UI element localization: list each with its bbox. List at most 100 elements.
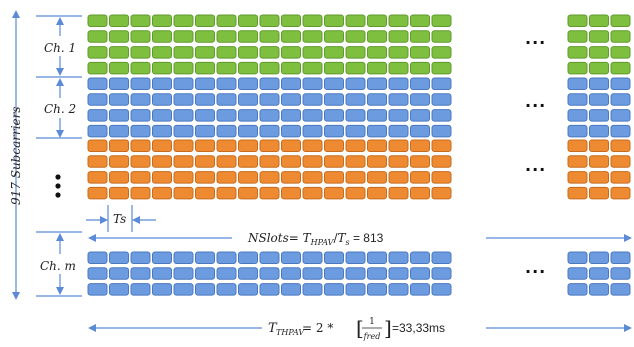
cell-ch1-left-r1-c12 <box>324 14 344 27</box>
cell-ch1-right-r4-c1 <box>567 61 588 75</box>
cell-ch1-left-r3-c7 <box>216 46 237 59</box>
cell-ch3-left-r1-c9 <box>259 139 280 152</box>
cell-ch2-left-r3-c3 <box>130 109 151 122</box>
cell-ch1-left-r4-c13 <box>345 61 366 75</box>
cell-ch3-left-r2-c10 <box>281 155 301 168</box>
cell-ch3-left-r4-c8 <box>238 186 258 200</box>
cell-chm-left-r1-c15 <box>388 251 409 264</box>
cell-ch2-right-r1-c3 <box>610 77 631 90</box>
cell-chm-left-r1-c13 <box>345 251 366 264</box>
cell-ch2-left-r4-c14 <box>367 124 387 138</box>
cell-ch2-left-r1-c14 <box>367 77 387 90</box>
cell-ch2-right-r2-c2 <box>589 93 609 106</box>
cell-ch3-left-r2-c16 <box>410 155 430 168</box>
cell-ch3-left-r4-c5 <box>173 186 194 200</box>
cell-ch2-left-r3-c15 <box>388 109 409 122</box>
cell-ch3-right-r3-c2 <box>589 171 609 184</box>
chm-arrow-up-icon <box>56 233 64 241</box>
cell-ch3-left-r1-c14 <box>367 139 387 152</box>
cell-ch3-left-r2-c5 <box>173 155 194 168</box>
cell-ch3-left-r3-c9 <box>259 171 280 184</box>
cell-chm-right-r2-c1 <box>567 267 588 280</box>
cell-ch3-left-r1-c11 <box>302 139 323 152</box>
cell-ch1-left-r3-c4 <box>152 46 172 59</box>
cell-ch2-left-r4-c6 <box>195 124 215 138</box>
cell-ch3-left-r2-c6 <box>195 155 215 168</box>
cell-ch1-left-r3-c11 <box>302 46 323 59</box>
cell-ch3-left-r4-c2 <box>109 186 129 200</box>
cell-ch1-left-r4-c15 <box>388 61 409 75</box>
cell-chm-left-r1-c11 <box>302 251 323 264</box>
cell-ch3-left-r2-c17 <box>431 155 452 168</box>
cell-ch2-right-r1-c1 <box>567 77 588 90</box>
ch1-label: Ch. 1 <box>44 41 76 55</box>
cell-chm-right-r1-c2 <box>589 251 609 264</box>
cell-chm-left-r3-c17 <box>431 283 452 296</box>
cell-chm-left-r1-c3 <box>130 251 151 264</box>
cell-ch3-right-r4-c2 <box>589 186 609 200</box>
cell-ch2-right-r1-c2 <box>589 77 609 90</box>
cell-ch3-left-r4-c11 <box>302 186 323 200</box>
cell-ch1-left-r4-c14 <box>367 61 387 75</box>
cell-ch2-left-r2-c8 <box>238 93 258 106</box>
cell-ch1-left-r3-c14 <box>367 46 387 59</box>
cell-chm-right-r2-c3 <box>610 267 631 280</box>
cell-ch1-left-r1-c3 <box>130 14 151 27</box>
cell-ch3-left-r4-c15 <box>388 186 409 200</box>
cell-ch3-right-r4-c1 <box>567 186 588 200</box>
svg-text:T: T <box>268 321 278 336</box>
cell-ch3-left-r2-c8 <box>238 155 258 168</box>
ts-label: Ts <box>113 212 126 226</box>
cell-ch2-right-r4-c3 <box>610 124 631 138</box>
cell-ch3-right-r2-c2 <box>589 155 609 168</box>
cell-ch1-left-r3-c17 <box>431 46 452 59</box>
channel-3-block <box>87 139 631 200</box>
cell-ch2-left-r3-c12 <box>324 109 344 122</box>
cell-ch2-left-r2-c3 <box>130 93 151 106</box>
cell-chm-left-r2-c15 <box>388 267 409 280</box>
cell-ch2-left-r4-c13 <box>345 124 366 138</box>
cell-ch2-left-r3-c10 <box>281 109 301 122</box>
cell-ch2-left-r4-c15 <box>388 124 409 138</box>
cell-chm-left-r1-c7 <box>216 251 237 264</box>
cell-ch2-left-r4-c11 <box>302 124 323 138</box>
cell-ch1-left-r3-c5 <box>173 46 194 59</box>
cell-ch1-left-r3-c9 <box>259 46 280 59</box>
cell-ch3-left-r1-c4 <box>152 139 172 152</box>
cell-ch1-left-r2-c14 <box>367 30 387 43</box>
cell-ch2-right-r3-c2 <box>589 109 609 122</box>
cell-ch2-left-r4-c8 <box>238 124 258 138</box>
cell-ch1-left-r2-c2 <box>109 30 129 43</box>
cell-ch3-left-r1-c2 <box>109 139 129 152</box>
cell-ch3-left-r2-c1 <box>87 155 108 168</box>
cell-chm-left-r3-c15 <box>388 283 409 296</box>
cell-chm-left-r3-c1 <box>87 283 108 296</box>
cell-ch1-left-r1-c17 <box>431 14 452 27</box>
cell-ch1-left-r2-c13 <box>345 30 366 43</box>
cell-ch3-right-r3-c3 <box>610 171 631 184</box>
cell-chm-left-r3-c13 <box>345 283 366 296</box>
cell-chm-left-r2-c2 <box>109 267 129 280</box>
cell-ch3-right-r1-c2 <box>589 139 609 152</box>
cell-ch2-left-r3-c9 <box>259 109 280 122</box>
cell-ch3-left-r3-c12 <box>324 171 344 184</box>
cell-chm-right-r3-c3 <box>610 283 631 296</box>
thpav-arrow-left-icon <box>88 324 96 332</box>
ts-arrow-right-icon <box>100 216 108 224</box>
cell-ch1-left-r1-c9 <box>259 14 280 27</box>
cell-ch2-left-r1-c10 <box>281 77 301 90</box>
ch2-arrow-up-icon <box>56 78 64 86</box>
ch1-arrow-up-icon <box>56 17 64 25</box>
cell-ch2-right-r4-c1 <box>567 124 588 138</box>
cell-ch1-left-r1-c5 <box>173 14 194 27</box>
cell-ch2-left-r3-c1 <box>87 109 108 122</box>
cell-chm-left-r2-c14 <box>367 267 387 280</box>
cell-ch2-left-r2-c14 <box>367 93 387 106</box>
cell-chm-right-r2-c2 <box>589 267 609 280</box>
cell-chm-left-r1-c2 <box>109 251 129 264</box>
cell-ch3-left-r4-c7 <box>216 186 237 200</box>
ellipsis-ch3: ... <box>525 156 546 175</box>
cell-ch2-left-r3-c6 <box>195 109 215 122</box>
cell-ch1-left-r3-c12 <box>324 46 344 59</box>
